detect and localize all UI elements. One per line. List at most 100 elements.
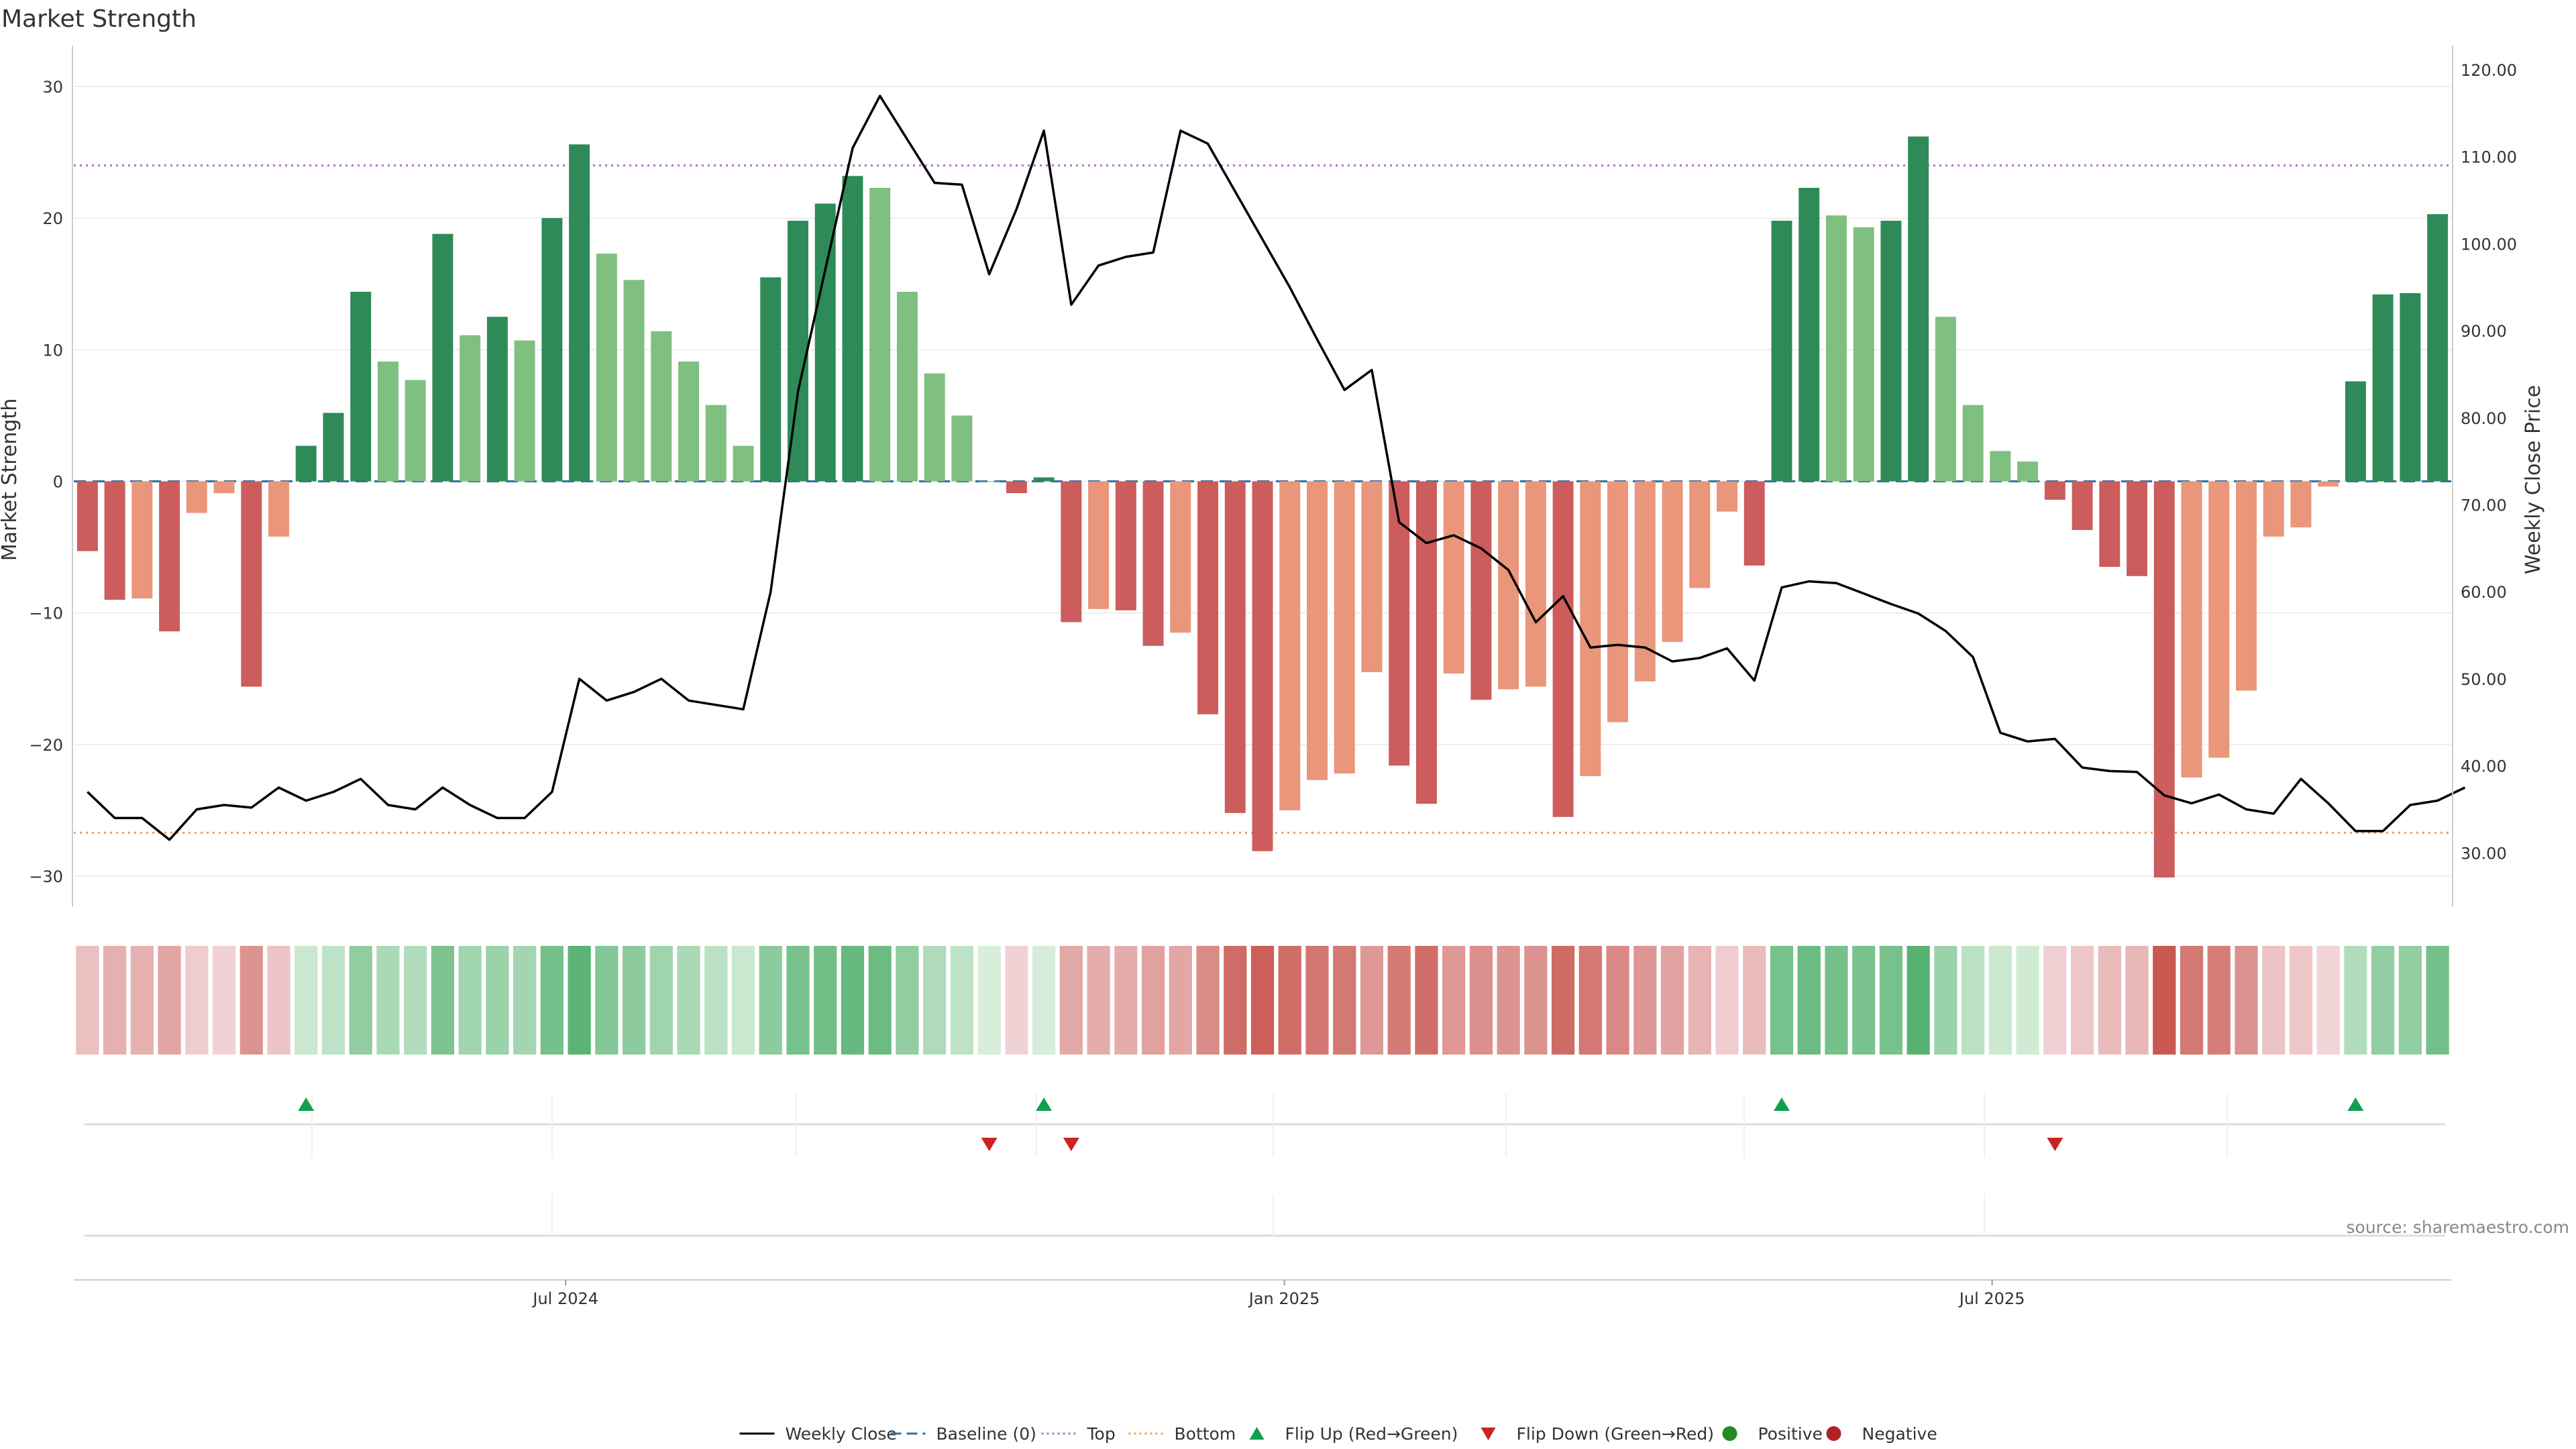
strength-bar [1908,136,1929,482]
heat-cell [923,946,947,1055]
heat-cell [950,946,974,1055]
strength-bar [2263,481,2284,537]
strength-bar [1088,481,1110,609]
strength-bar [159,481,180,632]
strength-bar [104,481,125,600]
heat-cell [677,946,700,1055]
heat-cell [376,946,400,1055]
strength-bar [514,340,535,482]
strength-bar [869,187,891,482]
heat-cell [1305,946,1329,1055]
heat-cell [1578,946,1602,1055]
strength-bar [405,380,426,482]
heat-cell [896,946,919,1055]
y-tick-right: 120.00 [2461,61,2517,80]
heat-cell [2426,946,2449,1055]
x-tick-label: Jul 2024 [531,1289,598,1308]
strength-bar [1607,481,1629,722]
strength-bar [1717,481,1737,512]
strength-bar [1689,481,1711,588]
flip-down-marker [1063,1138,1079,1151]
heat-cell [2344,946,2367,1055]
strength-bar [2372,294,2394,482]
heat-cell [2289,946,2313,1055]
heat-cell [868,946,892,1055]
legend-swatch-circle [1722,1426,1737,1441]
heat-cell [1250,946,1275,1055]
strength-bar [1825,215,1847,482]
strength-bar [1306,481,1328,780]
heat-cell [1524,946,1548,1055]
heat-cell [1141,946,1165,1055]
legend-item: Weekly Close [739,1424,897,1444]
strength-bar [1743,481,1765,566]
strength-bar [924,373,945,482]
heat-cell [1415,946,1438,1055]
heat-cell [349,946,372,1055]
flip-up-marker [2347,1097,2364,1111]
heat-cell [2316,946,2340,1055]
heat-cell [759,946,782,1055]
legend-label: Flip Down (Green→Red) [1517,1424,1715,1444]
y-tick-right: 60.00 [2461,583,2507,602]
strength-bar [1389,481,1410,766]
strength-bar [569,144,590,482]
heat-cell [404,946,427,1055]
y-tick-right: 50.00 [2461,670,2507,689]
strength-bar [1580,481,1601,776]
strength-bar [131,481,153,599]
heat-cell [977,946,1001,1055]
strength-bar [268,481,289,537]
heat-cell [294,946,318,1055]
flip-up-marker [1773,1097,1790,1111]
strength-bar [2127,481,2148,576]
y-tick-right: 80.00 [2461,409,2507,428]
strength-bar [460,335,481,482]
y-axis-label-left: Market Strength [0,398,21,561]
x-tick-label: Jul 2025 [1958,1289,2025,1308]
strength-bar [1935,317,1956,482]
strength-bar [2181,481,2202,777]
strength-bar [2427,214,2449,482]
legend-label: Weekly Close [786,1424,897,1444]
strength-bar [814,203,836,482]
strength-bar [323,413,344,482]
heat-cell [2125,946,2149,1055]
legend-label: Top [1087,1424,1116,1444]
y-tick-right: 70.00 [2461,496,2507,515]
strength-bar [1061,481,1082,623]
strength-bar [1361,481,1383,672]
heat-cell [814,946,837,1055]
y-tick-right: 110.00 [2461,148,2517,167]
strength-bar [951,415,973,482]
heat-cell [1743,946,1766,1055]
heat-cell [1497,946,1520,1055]
heat-cell [130,946,154,1055]
heat-cell [1278,946,1301,1055]
flip-down-marker [2047,1138,2063,1151]
heat-cell [2235,946,2258,1055]
flip-up-marker [298,1097,315,1111]
strength-bar [896,291,918,482]
heat-cell [486,946,509,1055]
heat-cell [321,946,345,1055]
strength-bar [213,481,235,494]
heat-cell [1387,946,1411,1055]
heat-cell [1333,946,1356,1055]
strength-bar [541,218,563,482]
heat-cell [2371,946,2395,1055]
source-label: source: sharemaestro.com [2347,1218,2570,1237]
strength-bar [2099,481,2121,568]
heat-cell [649,946,673,1055]
legend-swatch-circle [1826,1426,1841,1441]
heat-cell [568,946,591,1055]
legend-label: Negative [1862,1424,1937,1444]
heat-cell [1962,946,1985,1055]
heat-cell [595,946,619,1055]
y-tick-left: −30 [29,867,63,886]
heat-cell [1606,946,1629,1055]
strength-bar [1525,481,1546,687]
strength-bar [1224,481,1246,813]
strength-bar [2072,481,2093,531]
heat-cell [185,946,209,1055]
